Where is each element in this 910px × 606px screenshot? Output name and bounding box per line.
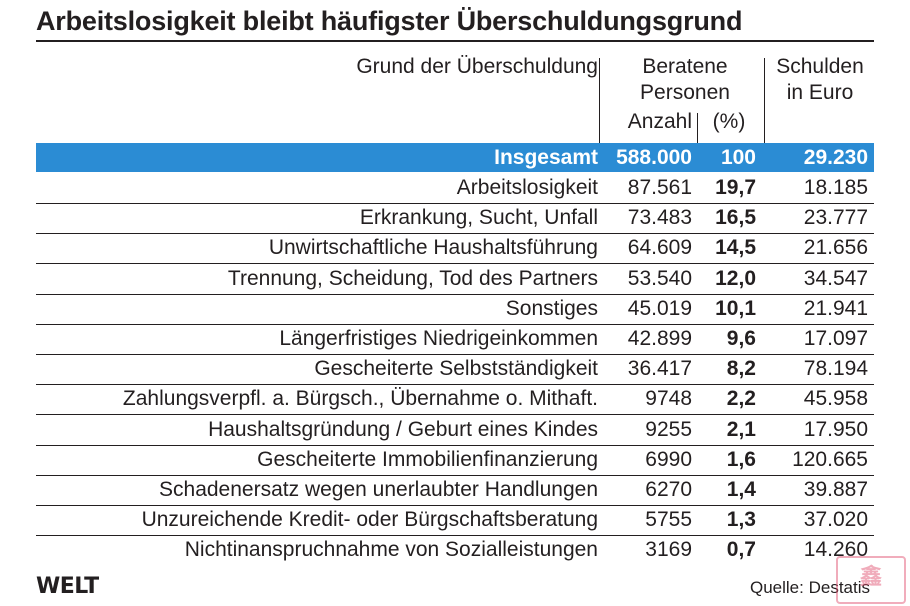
table-row: Unwirtschaftliche Haushaltsführung 64.609…: [36, 233, 874, 265]
row-percent: 0,7: [726, 538, 756, 562]
row-reason: Gescheiterte Immobilienfinanzierung: [257, 447, 598, 471]
row-percent: 1,4: [726, 478, 756, 501]
row-percent: 19,7: [715, 176, 756, 199]
page-title: Arbeitslosigkeit bleibt häufigster Übers…: [36, 6, 743, 36]
table-row: Schadenersatz wegen unerlaubter Handlung…: [36, 475, 874, 506]
table-row: Zahlungsverpfl. a. Bürgsch., Übernahme o…: [36, 384, 874, 416]
header-persons: Beratene Personen: [604, 54, 766, 106]
row-debt: 78.194: [803, 357, 868, 381]
column-divider-count: [697, 113, 698, 144]
row-percent: 14,5: [715, 236, 756, 260]
row-debt: 17.950: [803, 417, 868, 441]
header-debts: Schulden in Euro: [764, 54, 876, 106]
row-percent: 2,2: [726, 387, 756, 411]
table-row: Sonstiges 45.019 10,1 21.941: [36, 294, 874, 325]
row-percent: 9,6: [726, 327, 756, 350]
watermark-stamp: 鑫: [836, 556, 906, 604]
header-percent: (%): [712, 110, 746, 133]
row-percent: 12,0: [715, 266, 756, 290]
row-debt: 39.887: [803, 478, 868, 501]
table-row: Längerfristiges Niedrigeinkommen 42.899 9,…: [36, 324, 874, 355]
source-note: Quelle: Destatis: [750, 578, 870, 597]
table-row: Erkrankung, Sucht, Unfall 73.483 16,5 23.77…: [36, 203, 874, 235]
row-count: 53.540: [627, 266, 692, 290]
row-reason: Erkrankung, Sucht, Unfall: [359, 206, 598, 230]
row-count: 9255: [645, 417, 692, 441]
row-count: 42.899: [627, 327, 692, 350]
row-count: 87.561: [627, 176, 692, 199]
row-reason: Längerfristiges Niedrigeinkommen: [279, 327, 598, 350]
header-count: Anzahl: [627, 110, 692, 133]
table-row: Trennung, Scheidung, Tod des Partners 53.…: [36, 264, 874, 295]
row-count: 6990: [645, 447, 692, 471]
row-percent: 16,5: [715, 206, 756, 230]
total-reason: Insgesamt: [494, 146, 598, 169]
row-reason: Trennung, Scheidung, Tod des Partners: [227, 266, 598, 290]
table-row: Haushaltsgründung / Geburt eines Kindes 9…: [36, 415, 874, 446]
row-count: 6270: [645, 478, 692, 501]
row-reason: Arbeitslosigkeit: [456, 176, 598, 199]
table-row: Unzureichende Kredit- oder Bürgschaftsbe…: [36, 505, 874, 537]
row-debt: 37.020: [803, 508, 868, 532]
row-debt: 21.941: [803, 296, 868, 320]
row-reason: Nichtinanspruchnahme von Sozialleistunge…: [184, 538, 598, 562]
row-reason: Unzureichende Kredit- oder Bürgschaftsbe…: [141, 508, 598, 532]
column-divider-persons: [764, 58, 765, 144]
row-reason: Sonstiges: [505, 296, 598, 320]
column-divider-reason: [599, 58, 600, 144]
row-count: 45.019: [627, 296, 692, 320]
row-percent: 8,2: [726, 357, 756, 381]
header-debts-label: Schulden in Euro: [776, 55, 864, 104]
row-count: 3169: [645, 538, 692, 562]
row-percent: 1,6: [726, 447, 756, 471]
row-count: 36.417: [627, 357, 692, 381]
table-row: Arbeitslosigkeit 87.561 19,7 18.185: [36, 173, 874, 204]
row-debt: 18.185: [803, 176, 868, 199]
row-debt: 21.656: [803, 236, 868, 260]
welt-logo: WELT: [36, 574, 99, 599]
row-count: 73.483: [627, 206, 692, 230]
header-persons-label: Beratene Personen: [640, 55, 730, 104]
row-reason: Unwirtschaftliche Haushaltsführung: [268, 236, 598, 260]
row-percent: 10,1: [715, 296, 756, 320]
header-reason: Grund der Überschuldung: [356, 55, 598, 78]
total-count: 588.000: [616, 146, 692, 169]
row-debt: 120.665: [792, 447, 868, 471]
row-reason: Gescheiterte Selbstständigkeit: [314, 357, 598, 381]
table-row: Gescheiterte Immobilienfinanzierung 6990 1…: [36, 445, 874, 476]
row-debt: 45.958: [803, 387, 868, 411]
row-debt: 17.097: [803, 327, 868, 350]
total-percent: 100: [720, 146, 756, 169]
row-count: 5755: [645, 508, 692, 532]
total-debt: 29.230: [803, 146, 868, 169]
row-percent: 1,3: [726, 508, 756, 532]
row-count: 64.609: [627, 236, 692, 260]
row-reason: Schadenersatz wegen unerlaubter Handlung…: [159, 478, 598, 501]
row-debt: 23.777: [803, 206, 868, 230]
row-debt: 34.547: [803, 266, 868, 290]
row-count: 9748: [645, 387, 692, 411]
row-percent: 2,1: [726, 417, 756, 441]
table-row: Nichtinanspruchnahme von Sozialleistunge…: [36, 535, 874, 565]
row-debt: 14.260: [803, 538, 868, 562]
row-reason: Haushaltsgründung / Geburt eines Kindes: [208, 417, 598, 441]
title-divider: [36, 40, 874, 42]
row-reason: Zahlungsverpfl. a. Bürgsch., Übernahme o…: [122, 387, 598, 411]
table-row: Gescheiterte Selbstständigkeit 36.417 8,2 7…: [36, 354, 874, 386]
table-row-total: Insgesamt 588.000 100 29.230: [36, 143, 874, 172]
